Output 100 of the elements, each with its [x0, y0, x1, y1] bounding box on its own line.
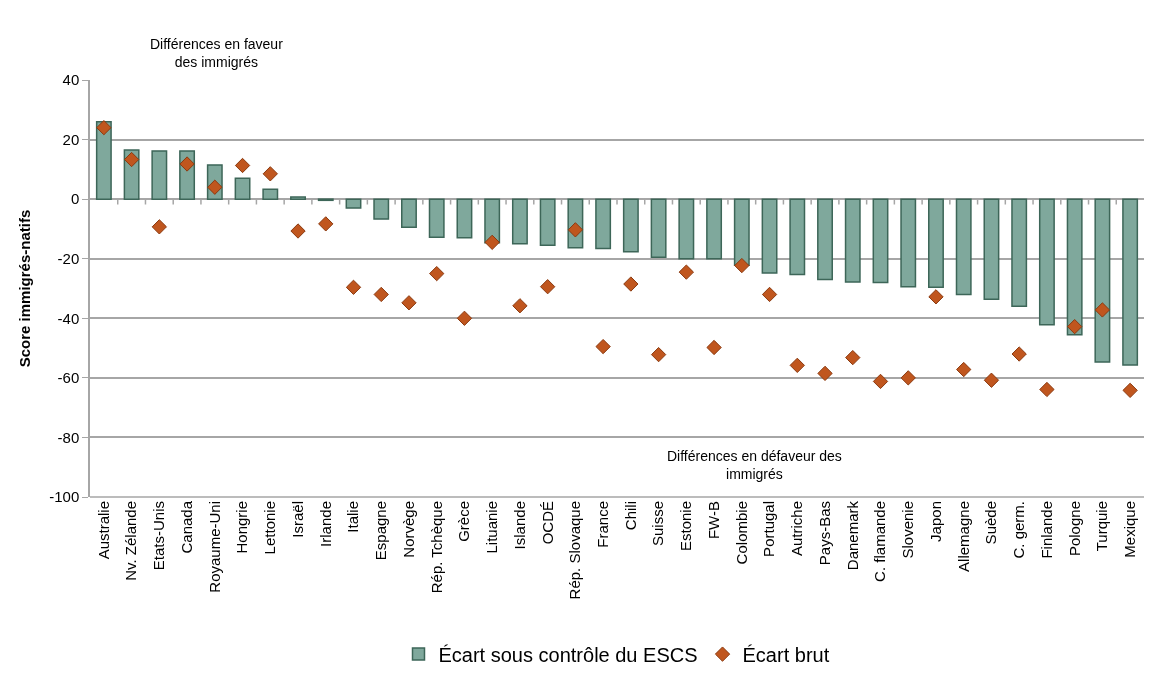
- bar: [595, 198, 612, 250]
- point: [401, 295, 417, 311]
- y-axis-title: Score immigrés-natifs: [15, 209, 33, 368]
- x-tick-label: Portugal: [760, 501, 778, 557]
- x-tick-label: Nv. Zélande: [122, 501, 140, 581]
- x-tick-label: Espagne: [372, 501, 390, 561]
- x-tick-label: Islande: [510, 501, 528, 550]
- point: [706, 339, 722, 356]
- x-tick-label: Pologne: [1065, 501, 1083, 557]
- x-tick-label: France: [594, 501, 612, 548]
- bar: [373, 198, 390, 220]
- point: [484, 234, 500, 250]
- x-tick-label: Pays-Bas: [815, 501, 833, 566]
- point: [512, 298, 528, 314]
- point: [373, 286, 389, 303]
- bar: [456, 198, 473, 239]
- point: [845, 349, 861, 366]
- bar: [872, 198, 889, 284]
- x-tick-label: FW-B: [704, 501, 722, 540]
- x-tick-label: C. flamande: [871, 501, 889, 582]
- x-tick-label: Etats-Unis: [150, 501, 168, 571]
- point: [179, 156, 195, 172]
- x-tick-label: Autriche: [788, 501, 806, 557]
- point: [567, 222, 584, 238]
- bar: [345, 198, 362, 209]
- point: [623, 276, 639, 292]
- bar: [678, 198, 695, 260]
- y-tick-label: -20: [57, 249, 80, 267]
- point: [817, 365, 833, 382]
- bar: [789, 198, 806, 276]
- bar: [622, 198, 639, 253]
- point: [318, 216, 334, 232]
- x-tick-label: Estonie: [677, 501, 695, 552]
- bar: [511, 198, 528, 245]
- point: [789, 357, 805, 373]
- x-tick-label: Australie: [94, 501, 112, 560]
- x-tick-label: Turquie: [1093, 501, 1111, 552]
- bar: [928, 198, 944, 289]
- point: [1011, 346, 1027, 362]
- x-tick-label: Norvège: [399, 501, 417, 558]
- bar: [484, 198, 501, 244]
- bar: [1066, 198, 1083, 336]
- bar: [151, 150, 168, 200]
- annotation: Différences en défaveur des immigrés: [667, 448, 842, 483]
- x-tick-label: C. germ.: [1010, 501, 1028, 559]
- point: [678, 264, 694, 280]
- point: [956, 361, 972, 378]
- point: [1039, 381, 1055, 398]
- x-tick-label: Royaume-Uni: [205, 501, 223, 593]
- bar: [844, 198, 861, 283]
- y-tick-label: 0: [70, 190, 80, 208]
- x-tick-label: Danemark: [843, 500, 861, 571]
- point: [872, 373, 889, 390]
- x-tick-label: Japon: [926, 501, 944, 542]
- x-tick-label: Canada: [177, 500, 195, 554]
- text: Différences en faveur des immigrés: [150, 36, 284, 71]
- bar: [1038, 198, 1055, 326]
- x-tick-label: Suède: [982, 501, 1000, 545]
- point: [234, 157, 251, 174]
- bar: [650, 198, 667, 258]
- y-tick-label: -100: [49, 488, 80, 506]
- x-tick-label: Finlande: [1037, 501, 1055, 559]
- point: [1122, 382, 1138, 399]
- x-tick-label: Allemagne: [954, 501, 972, 572]
- x-tick-label: Slovenie: [899, 501, 917, 559]
- bar: [1122, 198, 1139, 366]
- point: [1094, 302, 1111, 318]
- x-tick-label: Rép. Slovaque: [566, 501, 584, 600]
- bar: [1094, 198, 1111, 363]
- x-tick-label: Israël: [288, 501, 306, 538]
- point: [96, 120, 112, 136]
- y-tick-label: -60: [57, 369, 80, 387]
- x-tick-label: Chili: [621, 501, 639, 531]
- bar: [817, 198, 833, 281]
- bar: [428, 198, 445, 239]
- point: [595, 338, 611, 355]
- bar: [983, 198, 1000, 300]
- bar: [900, 198, 917, 288]
- bar: [539, 198, 556, 247]
- bar: [234, 177, 251, 200]
- point: [650, 346, 667, 363]
- bar: [706, 198, 723, 260]
- x-tick-label: Colombie: [732, 501, 750, 565]
- point: [928, 289, 944, 305]
- point: [123, 151, 140, 168]
- point: [761, 286, 778, 303]
- point: [900, 370, 916, 386]
- x-tick-label: Lituanie: [483, 501, 501, 554]
- x-tick-label: Italie: [344, 501, 362, 533]
- y-tick-label: 20: [62, 130, 80, 148]
- bar: [290, 196, 306, 200]
- point: [151, 219, 167, 235]
- x-tick-label: Mexique: [1121, 501, 1139, 558]
- bar: [733, 198, 750, 267]
- legend-label: Écart sous contrôle du ESCS: [438, 643, 698, 666]
- y-tick-label: -40: [57, 309, 80, 327]
- point: [290, 223, 306, 239]
- point: [262, 166, 278, 182]
- bar: [401, 198, 417, 228]
- bar: [1011, 198, 1028, 308]
